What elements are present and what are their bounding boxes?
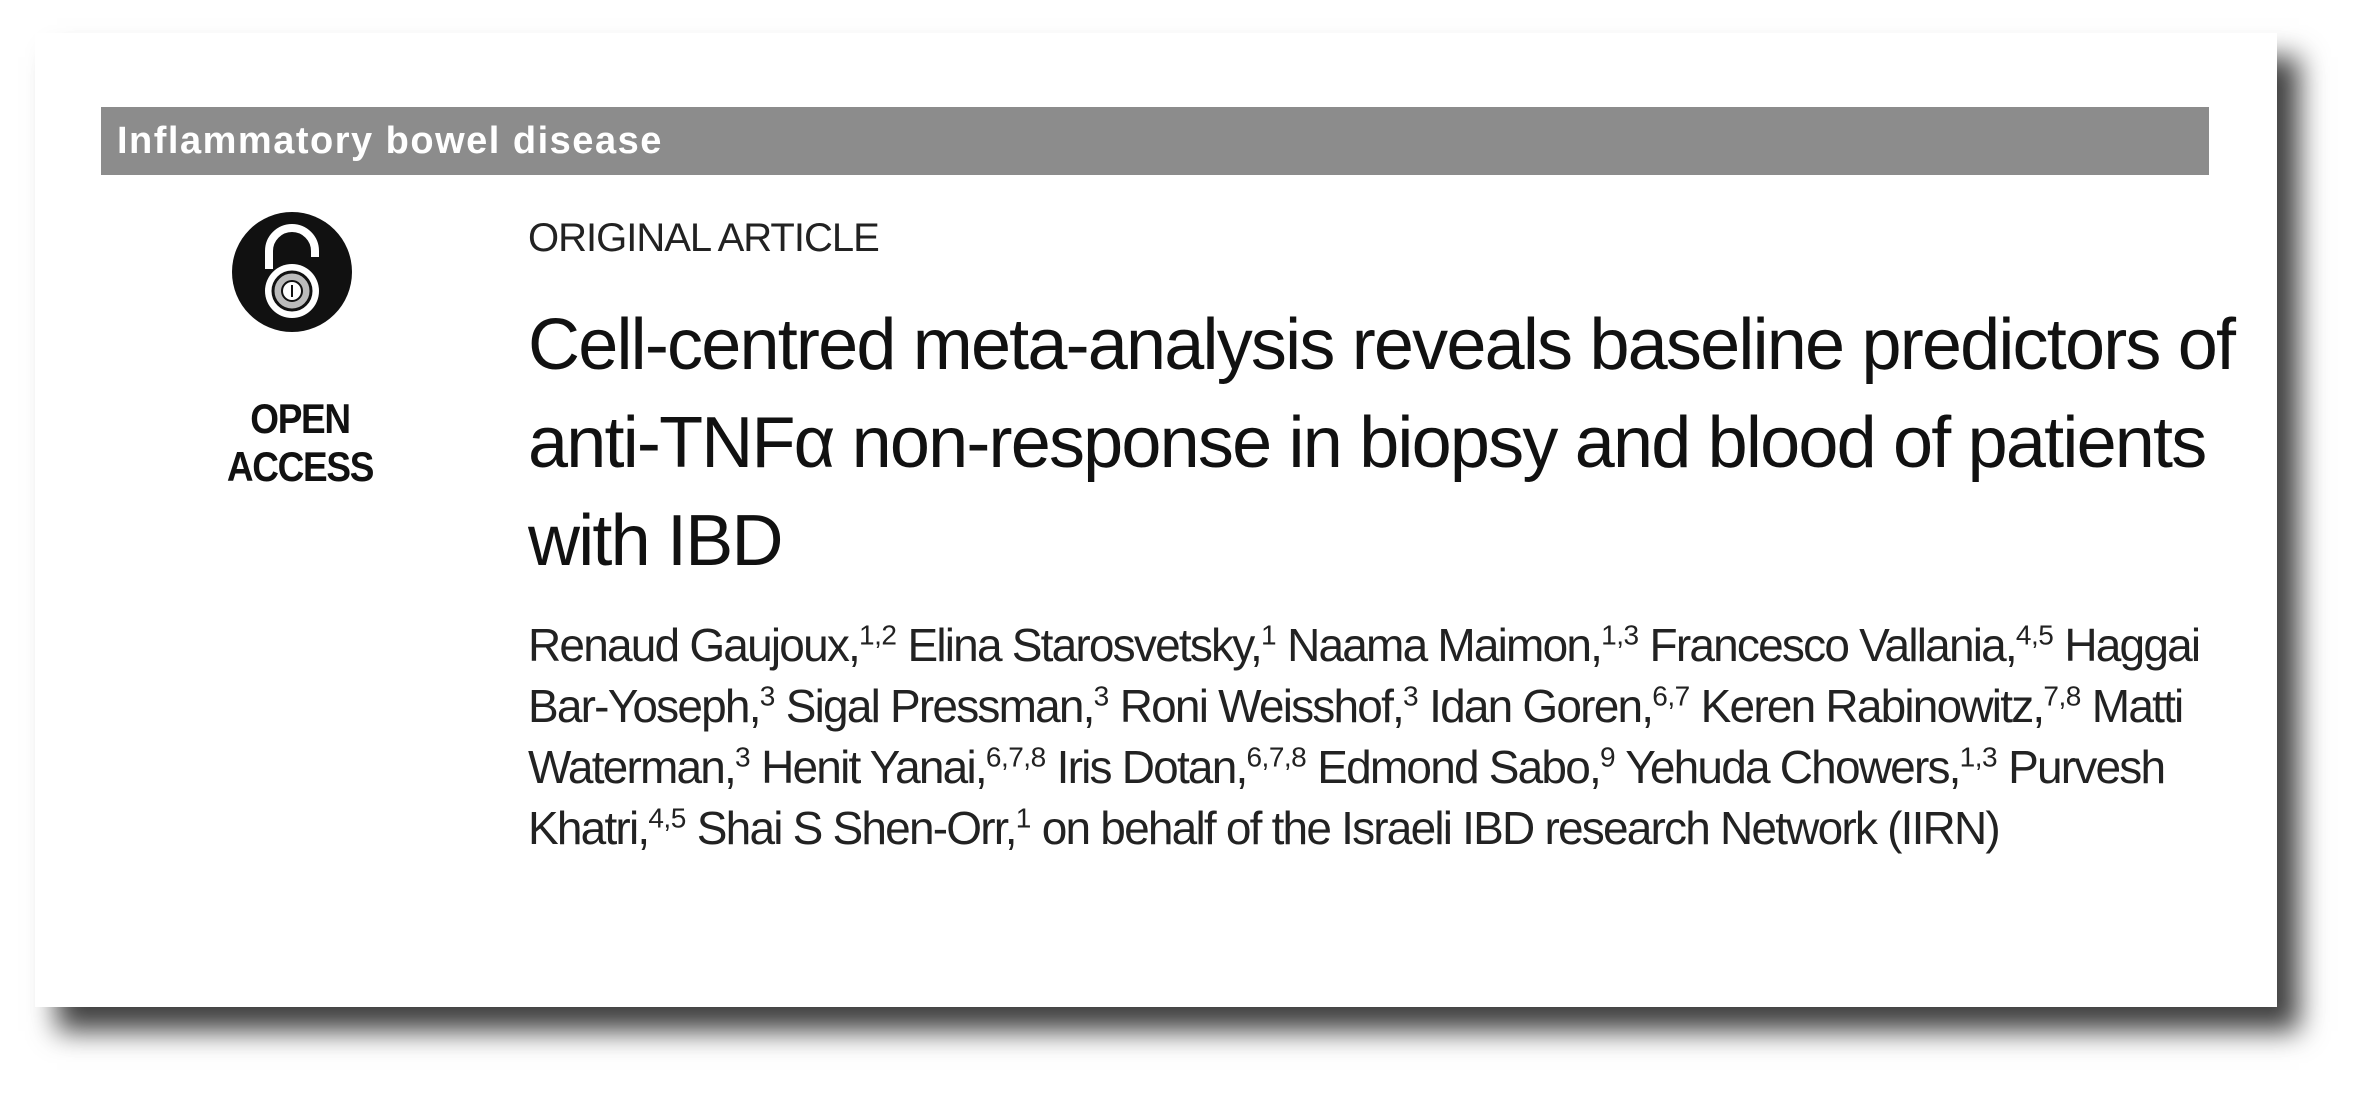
author-name: Yehuda Chowers,: [1625, 741, 1961, 793]
author: Purvesh Khatri,4,5: [528, 741, 2166, 854]
author-affiliations: 1,2: [859, 619, 897, 651]
article-card: Inflammatory bowel disease OPEN ACCESS O…: [35, 33, 2277, 1007]
author-affiliations: 6,7,8: [1246, 741, 1307, 773]
author-name: Naama Maimon,: [1287, 619, 1603, 671]
author-name: Iris Dotan,: [1056, 741, 1249, 793]
author-name: Shai S Shen-Orr,: [696, 802, 1018, 854]
collaboration: on behalf of the Israeli IBD research Ne…: [1041, 802, 2001, 854]
author-affiliations: 1,3: [1959, 741, 1998, 773]
author: Shai S Shen-Orr,1: [696, 802, 1032, 854]
author-affiliations: 6,7: [1652, 680, 1690, 712]
author-affiliations: 3: [735, 741, 751, 773]
author-name: Purvesh Khatri,: [528, 741, 2166, 854]
section-label: Inflammatory bowel disease: [117, 120, 663, 162]
author: Yehuda Chowers,1,3: [1625, 741, 1997, 793]
author-affiliations: 4,5: [2015, 619, 2054, 651]
author: Matti Waterman,3: [528, 680, 2184, 793]
author: Keren Rabinowitz,7,8: [1700, 680, 2082, 732]
open-access-badge: OPEN ACCESS: [226, 395, 374, 490]
author-affiliations: 3: [759, 680, 776, 712]
author-affiliations: 7,8: [2043, 680, 2081, 712]
author: Roni Weisshof,3: [1119, 680, 1419, 732]
author-affiliations: 1,3: [1601, 619, 1639, 651]
article-title: Cell-centred meta-analysis reveals basel…: [528, 305, 2236, 581]
author-name: Keren Rabinowitz,: [1700, 680, 2046, 732]
author-name: Renaud Gaujoux,: [528, 619, 861, 671]
author: Henit Yanai,6,7,8: [761, 741, 1046, 793]
author: Naama Maimon,1,3: [1287, 619, 1639, 671]
author-name: Henit Yanai,: [761, 741, 988, 793]
author-affiliations: 3: [1403, 680, 1419, 712]
author: Idan Goren,6,7: [1429, 680, 1690, 732]
author-name: Haggai Bar-Yoseph,: [528, 619, 2201, 732]
author: Elina Starosvetsky,1: [907, 619, 1276, 671]
author-list: Renaud Gaujoux,1,2 Elina Starosvetsky,1 …: [528, 615, 2228, 859]
author-name: Elina Starosvetsky,: [907, 619, 1262, 671]
section-bar: Inflammatory bowel disease: [101, 107, 2209, 175]
author-name: Matti Waterman,: [528, 680, 2184, 793]
author-affiliations: 4,5: [648, 802, 686, 834]
author-name: Idan Goren,: [1429, 680, 1654, 732]
article-type: ORIGINAL ARTICLE: [528, 216, 880, 260]
author-affiliations: 3: [1093, 680, 1110, 712]
author: Renaud Gaujoux,1,2: [528, 619, 897, 671]
author-affiliations: 6,7,8: [985, 741, 1046, 773]
author-name: Roni Weisshof,: [1119, 680, 1405, 732]
author-name: Francesco Vallania,: [1649, 619, 2018, 671]
author: Sigal Pressman,3: [785, 680, 1110, 732]
author-affiliations: 9: [1599, 741, 1616, 773]
author-name: Edmond Sabo,: [1317, 741, 1602, 793]
open-access-icon: [232, 212, 352, 332]
author: Francesco Vallania,4,5: [1650, 619, 2054, 671]
author: Edmond Sabo,9: [1317, 741, 1615, 793]
author-affiliations: 1: [1015, 802, 1032, 834]
author-name: Sigal Pressman,: [785, 680, 1096, 732]
author-affiliations: 1: [1261, 619, 1277, 651]
author: Haggai Bar-Yoseph,3: [528, 619, 2201, 732]
author: Iris Dotan,6,7,8: [1057, 741, 1307, 793]
